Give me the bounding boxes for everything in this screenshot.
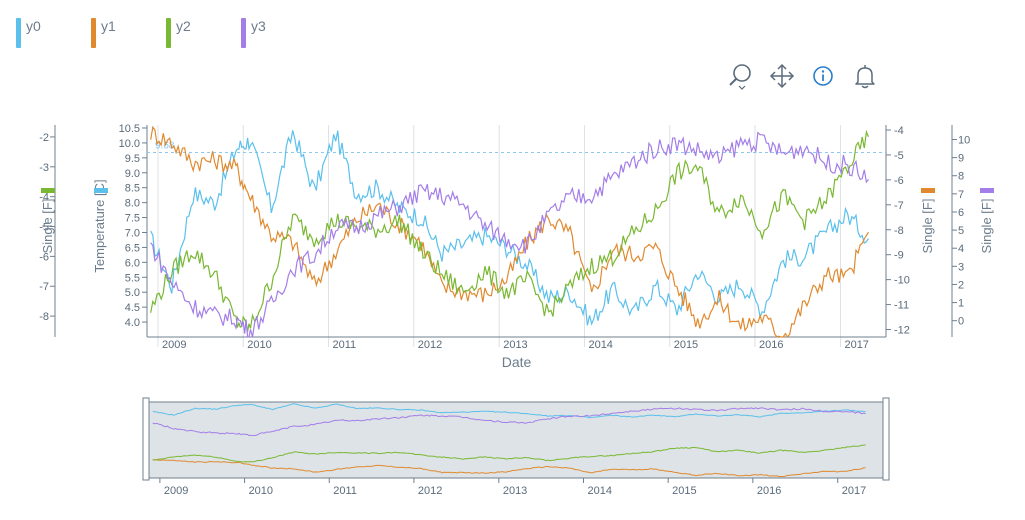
series-line-y2 [150,129,870,332]
y3-tick-label: 4 [958,243,964,255]
range-series-line-y1 [152,459,866,477]
range-tick-label: 2013 [503,485,527,497]
x-tick-label: 2016 [759,339,783,351]
range-tick-label: 2010 [249,485,273,497]
y1-tick-label: -10 [894,275,910,287]
legend-label-y2: y2 [176,18,191,34]
y2-tick-label: -8 [39,311,49,323]
y2-tick-label: -4 [39,192,49,204]
y1-tick-label: -5 [894,150,904,162]
y0-tick-label: 4.0 [125,317,140,329]
y3-tick-label: 6 [958,207,964,219]
y0-axis-title: Temperature [C] [92,179,107,272]
y3-tick-label: 8 [958,171,964,183]
y0-tick-label: 10.0 [119,138,140,150]
legend-label-y1: y1 [101,18,116,34]
y3-tick-label: 9 [958,153,964,165]
y3-axis-title: Single [F] [979,199,994,254]
y1-axis-title: Single [F] [920,199,935,254]
range-tick-label: 2016 [757,485,781,497]
y2-tick-label: -5 [39,222,49,234]
x-tick-label: 2009 [162,339,186,351]
y3-tick-label: 5 [958,225,964,237]
y3-tick-label: 7 [958,189,964,201]
x-axis-title: Date [502,354,532,370]
y0-tick-label: 7.0 [125,227,140,239]
y1-tick-label: -7 [894,200,904,212]
y2-tick-label: -7 [39,281,49,293]
y1-tick-label: -6 [894,175,904,187]
move-arrows-icon [769,63,795,89]
legend-swatch-y0 [16,18,21,48]
x-tick-label: 2013 [503,339,527,351]
y0-tick-label: 7.5 [125,213,140,225]
zoom-button[interactable] [725,60,757,92]
y0-tick-label: 8.0 [125,198,140,210]
y0-tick-label: 9.0 [125,168,140,180]
y0-tick-label: 9.5 [125,153,140,165]
x-tick-label: 2011 [332,339,356,351]
range-selector-window [148,401,884,479]
y0-axis-swatch [94,188,108,193]
y0-tick-label: 5.5 [125,272,140,284]
chart-toolbar [725,60,885,92]
bell-icon [855,65,875,89]
range-series-line-y0 [152,403,866,419]
info-button[interactable] [807,60,839,92]
x-tick-label: 2014 [588,339,612,351]
legend-label-y0: y0 [26,18,41,34]
x-tick-label: 2012 [418,339,442,351]
y3-tick-label: 0 [958,316,964,328]
y1-tick-label: -9 [894,250,904,262]
y0-tick-label: 6.0 [125,257,140,269]
y2-tick-label: -6 [39,251,49,263]
info-circle-icon [813,66,833,86]
range-tick-label: 2011 [333,485,357,497]
range-tick-label: 2015 [672,485,696,497]
legend-swatch-y1 [91,18,96,48]
legend-swatch-y2 [166,18,171,48]
y0-tick-label: 5.0 [125,287,140,299]
x-tick-label: 2017 [844,339,868,351]
y1-tick-label: -8 [894,225,904,237]
y0-tick-label: 4.5 [125,302,140,314]
series-line-y1 [150,125,870,339]
reference-line-label: 9.68 [155,140,175,151]
y3-tick-label: 2 [958,279,964,291]
legend-label-y3: y3 [251,18,266,34]
y2-axis-title: Single [F] [40,199,55,254]
x-tick-label: 2015 [674,339,698,351]
y2-tick-label: -3 [39,162,49,174]
range-series-line-y3 [152,407,866,437]
range-tick-label: 2017 [842,485,866,497]
y0-tick-label: 8.5 [125,183,140,195]
y2-axis-swatch [41,188,55,193]
range-handle-right [882,397,890,481]
range-series-line-y2 [152,444,866,463]
y3-tick-label: 10 [958,134,970,146]
x-tick-label: 2010 [247,339,271,351]
y3-tick-label: 3 [958,261,964,273]
y3-axis-swatch [980,188,994,193]
range-tick-label: 2014 [588,485,612,497]
y1-tick-label: -11 [894,300,909,312]
alert-button[interactable] [849,60,881,92]
magnifier-icon [729,64,751,90]
y0-tick-label: 6.5 [125,242,140,254]
y3-tick-label: 1 [958,298,964,310]
pan-button[interactable] [766,60,798,92]
series-line-y3 [150,131,869,338]
range-tick-label: 2012 [418,485,442,497]
series-line-y0 [150,130,870,326]
y1-axis-swatch [921,188,935,193]
legend-swatch-y3 [241,18,246,48]
y1-tick-label: -4 [894,125,904,137]
y2-tick-label: -2 [39,132,49,144]
y0-tick-label: 10.5 [119,123,140,135]
range-tick-label: 2009 [164,485,188,497]
range-handle-left [142,397,150,481]
y1-tick-label: -12 [894,325,910,337]
